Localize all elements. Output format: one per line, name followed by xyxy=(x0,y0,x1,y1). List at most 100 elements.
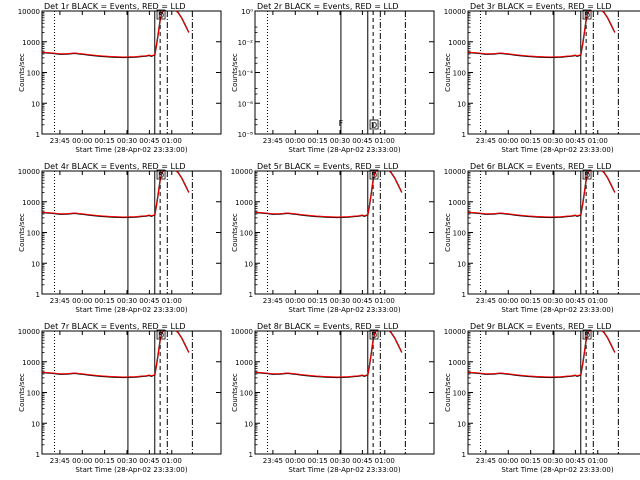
panel-title: Det 8r BLACK = Events, RED = LLD xyxy=(257,322,399,331)
y-tick-label: 10 xyxy=(244,260,253,268)
marker-d: D xyxy=(158,331,164,340)
plot-frame xyxy=(41,10,222,135)
x-axis-label: Start Time (28-Apr-02 23:33:00) xyxy=(75,146,187,154)
lld-series-line xyxy=(255,171,403,218)
y-axis-label: Counts/sec xyxy=(18,53,26,92)
x-axis-label: Start Time (28-Apr-02 23:33:00) xyxy=(288,146,400,154)
x-tick-label: 00:00 xyxy=(285,457,305,465)
x-tick-label: 01:00 xyxy=(375,457,395,465)
detector-panel-5: Det 5r BLACK = Events, RED = LLD 1 10 100 10… xyxy=(231,162,435,314)
y-tick-label: 1000 xyxy=(22,199,40,207)
panel-title: Det 1r BLACK = Events, RED = LLD xyxy=(44,2,186,11)
y-tick-label: 10 xyxy=(457,420,466,428)
x-tick-label: 00:45 xyxy=(139,137,159,145)
y-tick-label: 1 xyxy=(249,451,253,459)
x-tick-label: 00:45 xyxy=(352,297,372,305)
x-tick-label: 01:00 xyxy=(588,297,608,305)
x-tick-label: 23:45 xyxy=(476,297,496,305)
panel-title: Det 3r BLACK = Events, RED = LLD xyxy=(470,2,612,11)
x-axis-label: Start Time (28-Apr-02 23:33:00) xyxy=(288,466,400,474)
detector-panel-8: Det 8r BLACK = Events, RED = LLD 1 10 100 10… xyxy=(231,322,435,474)
lld-series-line xyxy=(42,11,190,58)
y-tick-label: 10000 xyxy=(231,328,253,336)
x-tick-label: 23:45 xyxy=(476,137,496,145)
y-tick-label: 10⁻⁸ xyxy=(238,131,254,139)
events-series-line xyxy=(468,331,616,379)
y-tick-label: 10000 xyxy=(18,8,40,16)
y-tick-label: 1 xyxy=(36,131,40,139)
x-tick-label: 00:00 xyxy=(72,137,92,145)
x-tick-label: 00:30 xyxy=(117,457,137,465)
marker-box xyxy=(369,329,379,340)
x-tick-label: 01:00 xyxy=(375,137,395,145)
y-tick-label: 100 xyxy=(453,390,466,398)
panel-title: Det 4r BLACK = Events, RED = LLD xyxy=(44,162,186,171)
lld-series-line xyxy=(468,171,616,218)
marker-box xyxy=(156,329,166,340)
y-tick-label: 10⁰ xyxy=(241,8,253,16)
x-tick-label: 00:45 xyxy=(352,137,372,145)
events-series-line xyxy=(255,171,403,219)
marker-box xyxy=(582,169,592,180)
y-tick-label: 10 xyxy=(457,100,466,108)
y-tick-label: 100 xyxy=(453,70,466,78)
y-tick-label: 10 xyxy=(244,420,253,428)
y-axis-label: Counts/sec xyxy=(444,373,452,412)
x-tick-label: 23:45 xyxy=(50,457,70,465)
panel-title: Det 5r BLACK = Events, RED = LLD xyxy=(257,162,399,171)
x-tick-label: 00:15 xyxy=(95,137,115,145)
detector-panel-9: Det 9r BLACK = Events, RED = LLD 1 10 100 10… xyxy=(444,322,640,474)
y-axis-label: Counts/sec xyxy=(444,213,452,252)
marker-d: D xyxy=(584,11,590,20)
y-tick-label: 1000 xyxy=(448,199,466,207)
x-tick-label: 00:15 xyxy=(95,457,115,465)
y-tick-label: 1000 xyxy=(235,359,253,367)
x-tick-label: 00:45 xyxy=(139,457,159,465)
x-tick-label: 00:30 xyxy=(117,137,137,145)
x-tick-label: 00:00 xyxy=(285,137,305,145)
marker-d: D xyxy=(158,171,164,180)
y-tick-label: 1 xyxy=(462,451,466,459)
x-tick-label: 00:15 xyxy=(521,457,541,465)
marker-box xyxy=(582,329,592,340)
detector-panel-1: Det 1r BLACK = Events, RED = LLD 1 10 100 10… xyxy=(18,2,222,154)
events-series-line xyxy=(468,11,616,59)
y-tick-label: 1000 xyxy=(235,199,253,207)
y-tick-label: 10⁻² xyxy=(238,39,254,47)
x-tick-label: 00:00 xyxy=(72,297,92,305)
x-tick-label: 00:45 xyxy=(139,297,159,305)
y-tick-label: 10000 xyxy=(444,8,466,16)
x-tick-label: 00:00 xyxy=(498,137,518,145)
y-tick-label: 10⁻⁶ xyxy=(238,100,254,108)
x-tick-label: 00:00 xyxy=(498,297,518,305)
x-tick-label: 01:00 xyxy=(162,457,182,465)
marker-box xyxy=(156,9,166,20)
x-tick-label: 23:45 xyxy=(476,457,496,465)
events-series-line xyxy=(42,171,190,219)
x-axis-label: Start Time (28-Apr-02 23:33:00) xyxy=(501,146,613,154)
x-axis-label: Start Time (28-Apr-02 23:33:00) xyxy=(501,306,613,314)
marker-d: D xyxy=(371,121,377,130)
x-tick-label: 00:15 xyxy=(95,297,115,305)
x-tick-label: 00:15 xyxy=(308,297,328,305)
x-tick-label: 00:00 xyxy=(285,297,305,305)
x-tick-label: 00:15 xyxy=(308,457,328,465)
x-tick-label: 00:45 xyxy=(352,457,372,465)
y-tick-label: 1 xyxy=(36,291,40,299)
x-tick-label: 00:30 xyxy=(543,137,563,145)
x-tick-label: 00:15 xyxy=(521,297,541,305)
marker-box xyxy=(582,9,592,20)
x-tick-label: 01:00 xyxy=(162,297,182,305)
y-axis-label: Counts/sec xyxy=(231,213,239,252)
y-tick-label: 10⁻⁴ xyxy=(238,70,254,78)
events-series-line xyxy=(42,331,190,379)
events-series-line xyxy=(255,331,403,379)
y-tick-label: 100 xyxy=(27,230,40,238)
lld-series-line xyxy=(42,171,190,218)
x-tick-label: 00:15 xyxy=(521,137,541,145)
y-tick-label: 1 xyxy=(462,291,466,299)
panel-title: Det 7r BLACK = Events, RED = LLD xyxy=(44,322,186,331)
x-tick-label: 00:30 xyxy=(543,297,563,305)
x-tick-label: 00:15 xyxy=(308,137,328,145)
